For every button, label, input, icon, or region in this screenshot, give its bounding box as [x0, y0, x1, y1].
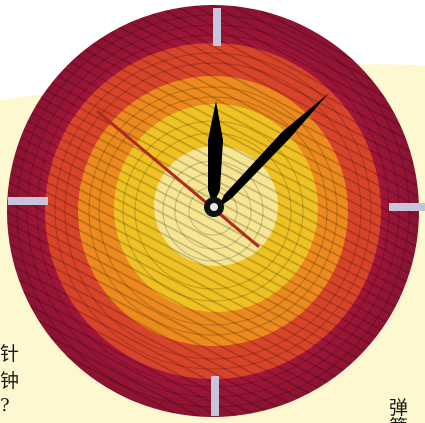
side-char-2: 钟	[0, 370, 20, 392]
side-word-spring: 弹簧	[389, 397, 409, 423]
hour-hand	[208, 101, 223, 205]
marker-6	[211, 376, 219, 416]
minute-hand	[218, 93, 329, 208]
marker-3	[389, 203, 425, 211]
second-hand	[96, 110, 260, 248]
marker-12	[213, 8, 221, 46]
marker-9	[8, 197, 48, 205]
side-char-3: ?	[0, 395, 10, 416]
side-char-1: 针	[0, 343, 20, 365]
